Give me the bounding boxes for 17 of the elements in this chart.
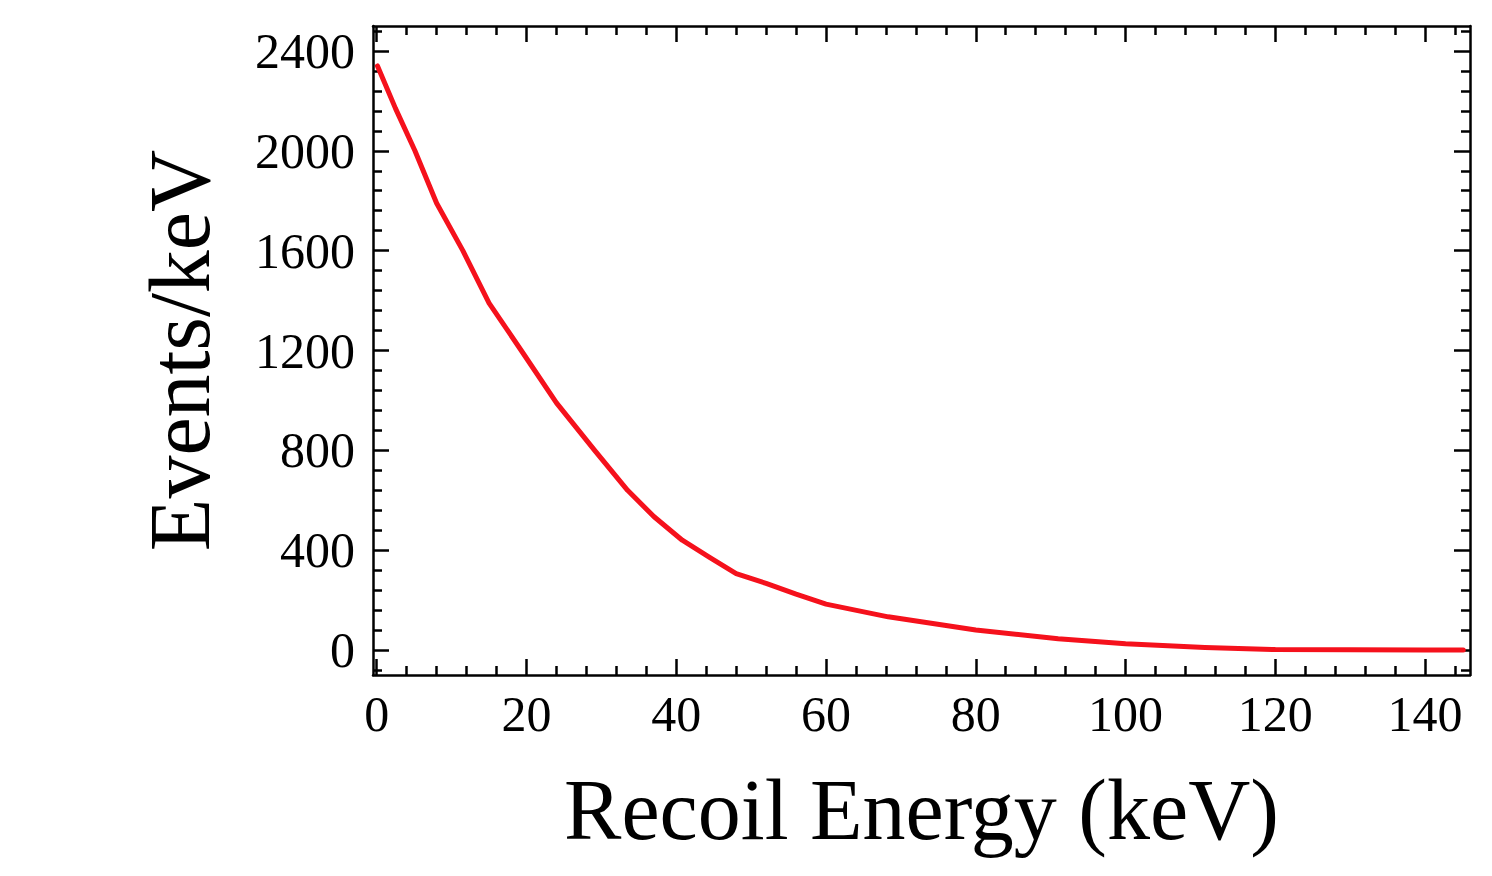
x-axis-title: Recoil Energy (keV)	[564, 762, 1279, 858]
x-tick-label: 120	[1237, 686, 1313, 742]
y-tick-label: 2400	[255, 22, 355, 79]
x-tick-label: 80	[950, 686, 1001, 742]
y-axis-title: Events/keV	[132, 149, 228, 552]
y-tick-label: 800	[280, 422, 355, 479]
y-tick-label: 0	[330, 622, 355, 679]
x-tick-label: 20	[501, 686, 552, 742]
x-tick-label: 40	[651, 686, 702, 742]
x-tick-label: 140	[1387, 686, 1463, 742]
y-tick-label: 2000	[255, 122, 355, 179]
x-tick-label: 0	[364, 686, 390, 742]
y-tick-label: 400	[280, 522, 355, 579]
y-tick-label: 1600	[255, 222, 355, 279]
y-tick-label: 1200	[255, 322, 355, 379]
x-tick-label: 100	[1088, 686, 1164, 742]
x-tick-label: 60	[801, 686, 852, 742]
